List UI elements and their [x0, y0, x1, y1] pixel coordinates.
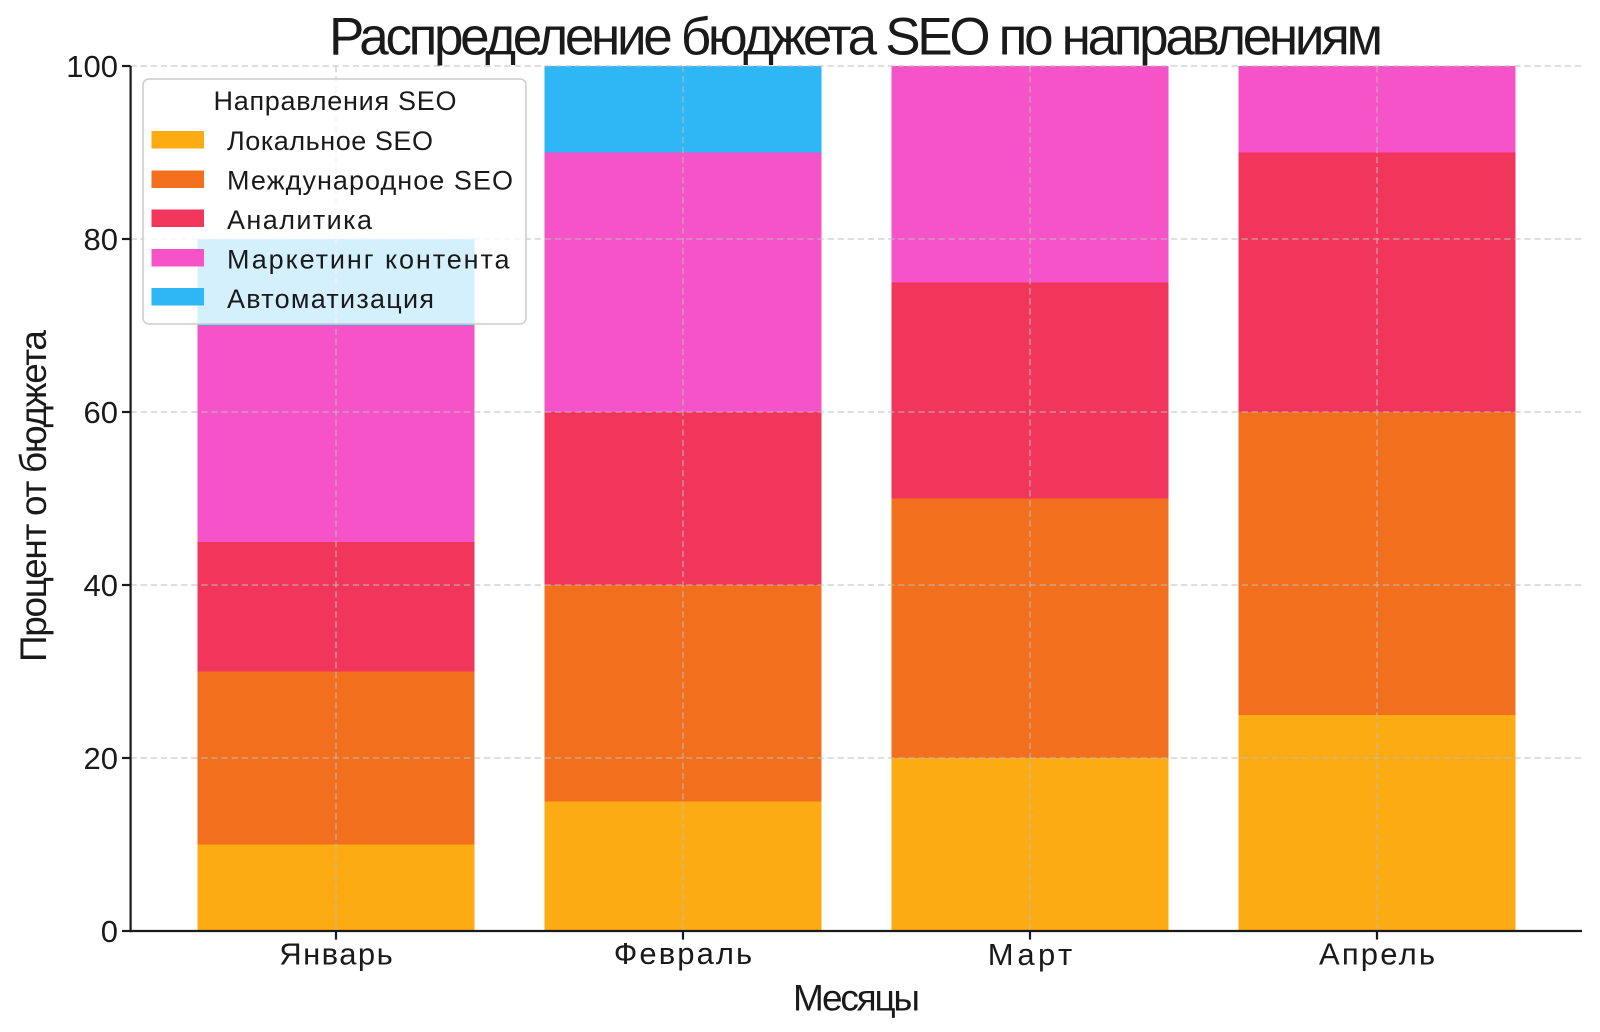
- svg-text:Январь: Январь: [279, 937, 393, 972]
- svg-text:100: 100: [66, 49, 118, 84]
- svg-text:Процент от бюджета: Процент от бюджета: [13, 330, 54, 662]
- svg-text:0: 0: [101, 914, 118, 949]
- svg-text:Март: Март: [988, 937, 1072, 972]
- svg-text:Направления SEO: Направления SEO: [214, 86, 457, 116]
- svg-text:40: 40: [84, 568, 118, 603]
- svg-text:Апрель: Апрель: [1319, 937, 1435, 972]
- svg-text:Аналитика: Аналитика: [227, 205, 373, 235]
- svg-text:Локальное SEO: Локальное SEO: [227, 126, 433, 156]
- svg-text:Февраль: Февраль: [614, 936, 752, 971]
- svg-text:Автоматизация: Автоматизация: [227, 284, 434, 314]
- svg-text:Месяцы: Месяцы: [793, 978, 920, 1019]
- svg-text:20: 20: [84, 741, 118, 776]
- svg-text:80: 80: [84, 222, 118, 257]
- svg-text:Маркетинг контента: Маркетинг контента: [227, 245, 510, 275]
- svg-text:Международное SEO: Международное SEO: [227, 166, 513, 196]
- svg-text:60: 60: [84, 395, 118, 430]
- svg-text:Распределение бюджета SEO по н: Распределение бюджета SEO по направления…: [329, 8, 1383, 67]
